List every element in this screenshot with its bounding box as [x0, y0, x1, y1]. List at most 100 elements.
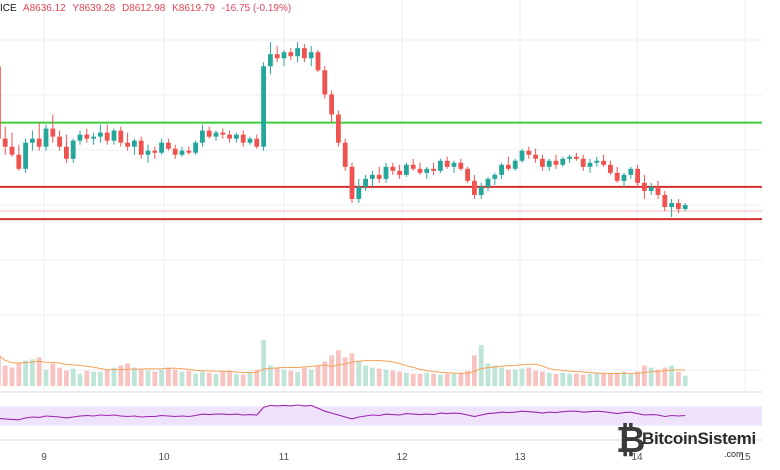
volume-bar	[213, 373, 219, 386]
volume-bar	[478, 345, 484, 386]
candle-body	[50, 128, 56, 137]
symbol-label: ICE	[0, 3, 17, 14]
candle-body	[635, 168, 640, 183]
candle-body	[329, 94, 334, 115]
candle-body	[349, 166, 355, 199]
volume-bar	[438, 374, 443, 386]
volume-bar	[206, 372, 212, 386]
candle-body	[57, 136, 62, 147]
volume-bar	[0, 355, 1, 386]
candle-body	[594, 160, 600, 163]
candle-body	[91, 136, 96, 139]
candle-body	[308, 52, 314, 59]
volume-bar	[662, 367, 668, 386]
volume-bar	[676, 371, 681, 386]
candle-body	[145, 150, 151, 155]
candle-body	[642, 182, 647, 191]
volume-bar	[308, 369, 314, 386]
candle-body	[84, 134, 90, 139]
candle-body	[390, 166, 396, 171]
volume-bar	[268, 365, 273, 386]
candle-body	[587, 162, 593, 167]
rsi-pane	[0, 391, 762, 441]
volume-bar	[594, 372, 600, 386]
volume-bar	[431, 373, 436, 386]
candle-body	[444, 160, 450, 167]
candle-body	[492, 174, 498, 179]
volume-bar	[669, 365, 674, 386]
volume-bar	[451, 373, 457, 386]
volume-bar	[383, 369, 389, 386]
candle-body	[546, 160, 552, 167]
candle-body	[152, 150, 158, 153]
x-tick-label: 12	[396, 452, 408, 463]
candle-body	[77, 134, 83, 141]
volume-bar	[655, 369, 661, 386]
volume-bar	[506, 369, 511, 386]
x-tick-label: 9	[41, 452, 47, 463]
volume-bar	[682, 375, 688, 386]
candle-body	[628, 168, 634, 175]
volume-bar	[404, 372, 409, 386]
volume-bar	[519, 368, 525, 386]
candle-body	[64, 146, 69, 159]
volume-bar	[50, 363, 56, 386]
volume-bar	[247, 371, 253, 386]
watermark-suffix: .com	[724, 449, 744, 459]
volume-bar	[315, 365, 321, 386]
volume-bar	[220, 371, 226, 386]
candle-body	[166, 142, 171, 149]
candle-body	[179, 150, 185, 155]
x-tick-label: 13	[514, 452, 526, 463]
volume-bars	[0, 340, 688, 386]
candle-body	[200, 130, 205, 143]
candle-body	[247, 138, 253, 143]
volume-bar	[57, 367, 62, 386]
volume-bar	[9, 367, 15, 386]
candle-body	[70, 140, 76, 159]
volume-bar	[614, 372, 620, 386]
volume-bar	[512, 369, 518, 386]
candle-body	[206, 130, 212, 137]
candle-body	[261, 66, 266, 147]
x-tick-label: 14	[631, 452, 643, 463]
volume-bar	[363, 365, 368, 386]
candle-body	[30, 138, 35, 143]
candle-body	[472, 180, 477, 195]
volume-bar	[587, 373, 593, 386]
x-axis: 9 10 11 12 13 14 15	[41, 452, 751, 463]
candle-body	[621, 174, 627, 181]
volume-bar	[417, 373, 423, 386]
volume-bar	[200, 371, 205, 386]
volume-bar	[370, 367, 375, 386]
candle-body	[438, 160, 443, 171]
candle-body	[553, 160, 559, 165]
candle-body	[227, 134, 232, 139]
volume-bar	[526, 367, 532, 386]
candle-body	[383, 166, 389, 179]
volume-bar	[125, 363, 130, 386]
candle-body	[363, 178, 368, 187]
low-value: D8612.98	[121, 3, 166, 14]
candle-body	[98, 132, 103, 137]
volume-bar	[104, 369, 110, 386]
candle-body	[281, 52, 287, 59]
x-tick-label: 10	[158, 452, 170, 463]
candle-body	[2, 138, 8, 147]
candle-body	[676, 203, 681, 210]
candle-body	[417, 168, 423, 173]
volume-bar	[43, 369, 49, 386]
volume-bar	[376, 368, 382, 386]
volume-bar	[485, 363, 491, 386]
volume-bar	[424, 372, 430, 386]
volume-bar	[302, 367, 307, 386]
volume-bar	[98, 371, 103, 386]
volume-bar	[472, 355, 477, 386]
volume-bar	[295, 371, 300, 386]
volume-bar	[166, 367, 171, 386]
candle-body	[376, 174, 382, 179]
candle-body	[254, 138, 260, 147]
watermark-logo: ₿ BitcoinSistemi .com	[616, 422, 776, 464]
x-tick-label: 15	[739, 452, 751, 463]
volume-bar	[152, 371, 158, 386]
